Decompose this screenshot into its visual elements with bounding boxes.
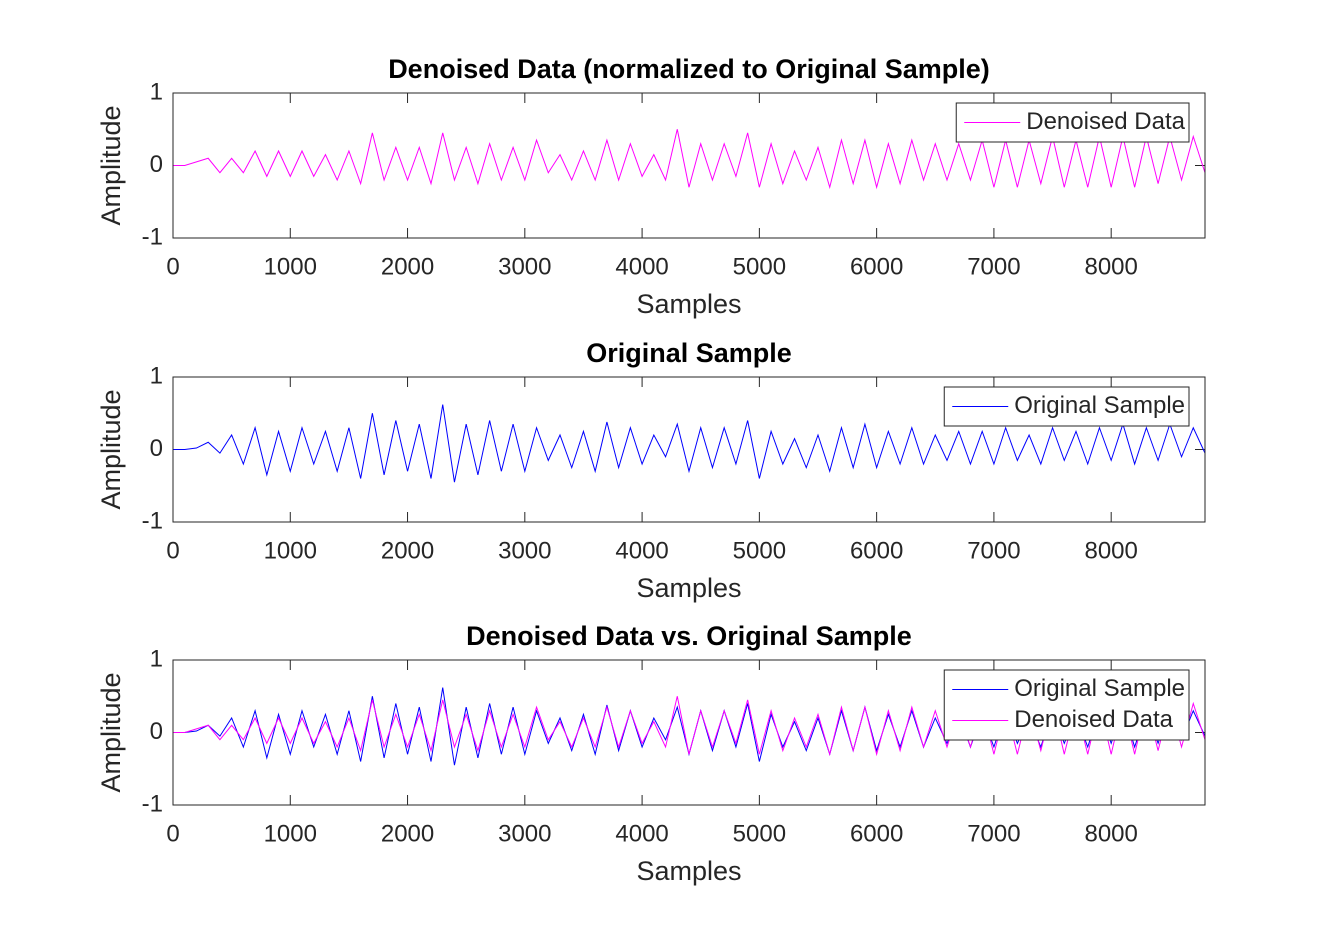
x-tick-label: 4000 xyxy=(615,537,668,564)
series-line xyxy=(173,129,1206,190)
y-tick-label: 0 xyxy=(150,718,163,745)
legend-box xyxy=(943,669,1190,741)
x-tick-label: 2000 xyxy=(381,820,434,847)
axes-box xyxy=(172,376,1206,523)
x-tick-label: 8000 xyxy=(1084,820,1137,847)
x-tick-label: 7000 xyxy=(967,537,1020,564)
x-tick-label: 0 xyxy=(166,253,179,280)
x-tick-label: 1000 xyxy=(264,820,317,847)
x-tick-label: 6000 xyxy=(850,253,903,280)
y-axis-label: Amplitude xyxy=(96,105,126,225)
series-line xyxy=(173,404,1206,483)
chart-title: Denoised Data (normalized to Original Sa… xyxy=(388,54,990,84)
axes-box xyxy=(172,92,1206,239)
y-tick-label: 0 xyxy=(150,151,163,178)
legend: Original Sample xyxy=(943,386,1190,427)
legend: Original Sample Denoised Data xyxy=(943,669,1190,741)
x-tick-label: 4000 xyxy=(615,253,668,280)
x-tick-label: 8000 xyxy=(1084,537,1137,564)
x-tick-label: 7000 xyxy=(967,253,1020,280)
x-tick-label: 4000 xyxy=(615,820,668,847)
x-axis-label: Samples xyxy=(636,289,741,319)
x-tick-label: 3000 xyxy=(498,537,551,564)
x-tick-label: 5000 xyxy=(733,253,786,280)
legend-label: Denoised Data xyxy=(1026,108,1185,135)
y-tick-label: 1 xyxy=(150,362,163,389)
y-tick-label: -1 xyxy=(142,223,163,250)
legend-label: Denoised Data xyxy=(1014,706,1173,733)
x-axis-label: Samples xyxy=(636,573,741,603)
x-tick-label: 1000 xyxy=(264,253,317,280)
y-tick-label: 1 xyxy=(150,78,163,105)
x-tick-label: 1000 xyxy=(264,537,317,564)
legend: Denoised Data xyxy=(955,102,1190,143)
chart-title: Original Sample xyxy=(586,338,792,368)
x-tick-label: 5000 xyxy=(733,537,786,564)
y-tick-label: -1 xyxy=(142,507,163,534)
legend-label: Original Sample xyxy=(1014,392,1185,419)
x-tick-label: 2000 xyxy=(381,253,434,280)
chart-title: Denoised Data vs. Original Sample xyxy=(466,621,912,651)
y-axis-label: Amplitude xyxy=(96,389,126,509)
x-tick-label: 0 xyxy=(166,537,179,564)
x-tick-label: 3000 xyxy=(498,820,551,847)
x-tick-label: 8000 xyxy=(1084,253,1137,280)
axes-box xyxy=(172,659,1206,806)
x-tick-label: 2000 xyxy=(381,537,434,564)
x-tick-label: 6000 xyxy=(850,820,903,847)
y-axis-label: Amplitude xyxy=(96,672,126,792)
y-tick-label: 0 xyxy=(150,435,163,462)
x-tick-label: 0 xyxy=(166,820,179,847)
y-tick-label: -1 xyxy=(142,790,163,817)
x-tick-label: 7000 xyxy=(967,820,1020,847)
x-tick-label: 5000 xyxy=(733,820,786,847)
legend-label: Original Sample xyxy=(1014,675,1185,702)
x-axis-label: Samples xyxy=(636,856,741,886)
x-tick-label: 3000 xyxy=(498,253,551,280)
y-tick-label: 1 xyxy=(150,645,163,672)
x-tick-label: 6000 xyxy=(850,537,903,564)
